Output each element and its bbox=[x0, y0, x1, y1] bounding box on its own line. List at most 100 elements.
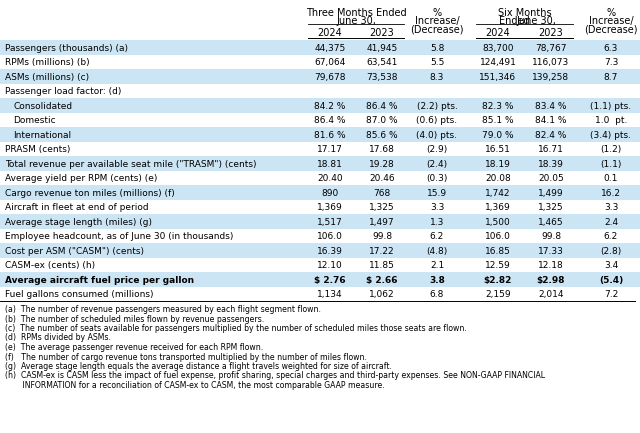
Text: 1,325: 1,325 bbox=[369, 204, 395, 213]
Text: 6.3: 6.3 bbox=[604, 44, 618, 53]
Text: Aircraft in fleet at end of period: Aircraft in fleet at end of period bbox=[5, 204, 148, 213]
Text: 5.5: 5.5 bbox=[430, 58, 444, 68]
Text: 2023: 2023 bbox=[539, 28, 563, 38]
Text: (a)  The number of revenue passengers measured by each flight segment flown.: (a) The number of revenue passengers mea… bbox=[5, 305, 321, 314]
Text: (4.8): (4.8) bbox=[426, 247, 447, 256]
Text: 139,258: 139,258 bbox=[532, 73, 570, 82]
Text: 73,538: 73,538 bbox=[366, 73, 397, 82]
Text: June 30,: June 30, bbox=[336, 16, 376, 26]
Text: 1,465: 1,465 bbox=[538, 218, 564, 227]
Text: Employee headcount, as of June 30 (in thousands): Employee headcount, as of June 30 (in th… bbox=[5, 233, 234, 242]
Text: 116,073: 116,073 bbox=[532, 58, 570, 68]
Text: 2,014: 2,014 bbox=[538, 291, 564, 299]
Text: 1,062: 1,062 bbox=[369, 291, 395, 299]
Text: 3.3: 3.3 bbox=[430, 204, 444, 213]
Text: CASM-ex (cents) (h): CASM-ex (cents) (h) bbox=[5, 262, 95, 271]
Text: ASMs (millions) (c): ASMs (millions) (c) bbox=[5, 73, 89, 82]
Text: (2.2) pts.: (2.2) pts. bbox=[417, 102, 458, 111]
Text: Cargo revenue ton miles (millions) (f): Cargo revenue ton miles (millions) (f) bbox=[5, 189, 175, 198]
Text: 18.39: 18.39 bbox=[538, 160, 564, 169]
Text: 20.46: 20.46 bbox=[369, 174, 395, 184]
Text: 16.2: 16.2 bbox=[601, 189, 621, 198]
Text: 41,945: 41,945 bbox=[366, 44, 397, 53]
Text: 1.3: 1.3 bbox=[430, 218, 444, 227]
Text: 3.3: 3.3 bbox=[604, 204, 618, 213]
Text: 2.4: 2.4 bbox=[604, 218, 618, 227]
Text: International: International bbox=[13, 131, 71, 140]
Text: Domestic: Domestic bbox=[13, 116, 56, 126]
Text: (g)  Average stage length equals the average distance a flight travels weighted : (g) Average stage length equals the aver… bbox=[5, 362, 392, 371]
Text: (Decrease): (Decrease) bbox=[410, 24, 464, 34]
Text: 11.85: 11.85 bbox=[369, 262, 395, 271]
Text: 87.0 %: 87.0 % bbox=[366, 116, 398, 126]
Text: (4.0) pts.: (4.0) pts. bbox=[417, 131, 458, 140]
Text: 2,159: 2,159 bbox=[485, 291, 511, 299]
Text: Increase/: Increase/ bbox=[589, 16, 634, 26]
Text: Passengers (thousands) (a): Passengers (thousands) (a) bbox=[5, 44, 128, 53]
Text: 12.18: 12.18 bbox=[538, 262, 564, 271]
Text: (Decrease): (Decrease) bbox=[584, 24, 637, 34]
Bar bbox=[0, 214, 640, 229]
Text: 63,541: 63,541 bbox=[366, 58, 397, 68]
Bar bbox=[0, 156, 640, 171]
Text: 6.2: 6.2 bbox=[604, 233, 618, 242]
Text: (1.1): (1.1) bbox=[600, 160, 621, 169]
Text: Consolidated: Consolidated bbox=[13, 102, 72, 111]
Text: 17.33: 17.33 bbox=[538, 247, 564, 256]
Text: 67,064: 67,064 bbox=[314, 58, 346, 68]
Text: 1,500: 1,500 bbox=[485, 218, 511, 227]
Text: $2.98: $2.98 bbox=[537, 276, 565, 285]
Text: 85.6 %: 85.6 % bbox=[366, 131, 398, 140]
Text: (f)   The number of cargo revenue tons transported multiplied by the number of m: (f) The number of cargo revenue tons tra… bbox=[5, 352, 367, 362]
Text: INFORMATION for a reconciliation of CASM-ex to CASM, the most comparable GAAP me: INFORMATION for a reconciliation of CASM… bbox=[5, 381, 385, 390]
Text: (c)  The number of seats available for passengers multiplied by the number of sc: (c) The number of seats available for pa… bbox=[5, 324, 467, 333]
Text: 7.3: 7.3 bbox=[604, 58, 618, 68]
Text: 1,497: 1,497 bbox=[369, 218, 395, 227]
Text: 79,678: 79,678 bbox=[314, 73, 346, 82]
Text: Average yield per RPM (cents) (e): Average yield per RPM (cents) (e) bbox=[5, 174, 157, 184]
Text: 1,134: 1,134 bbox=[317, 291, 343, 299]
Text: 124,491: 124,491 bbox=[479, 58, 516, 68]
Text: 15.9: 15.9 bbox=[427, 189, 447, 198]
Text: %: % bbox=[433, 8, 442, 18]
Text: 1,369: 1,369 bbox=[485, 204, 511, 213]
Bar bbox=[0, 127, 640, 142]
Text: 2023: 2023 bbox=[370, 28, 394, 38]
Text: (5.4): (5.4) bbox=[599, 276, 623, 285]
Text: $ 2.66: $ 2.66 bbox=[366, 276, 397, 285]
Text: 12.59: 12.59 bbox=[485, 262, 511, 271]
Text: 20.08: 20.08 bbox=[485, 174, 511, 184]
Text: 106.0: 106.0 bbox=[485, 233, 511, 242]
Text: (h)  CASM-ex is CASM less the impact of fuel expense, profit sharing, special ch: (h) CASM-ex is CASM less the impact of f… bbox=[5, 372, 545, 381]
Text: June 30,: June 30, bbox=[516, 16, 556, 26]
Text: Ended: Ended bbox=[499, 16, 530, 26]
Text: 768: 768 bbox=[373, 189, 390, 198]
Text: 151,346: 151,346 bbox=[479, 73, 516, 82]
Text: (d)  RPMs divided by ASMs.: (d) RPMs divided by ASMs. bbox=[5, 333, 111, 343]
Text: Cost per ASM ("CASM") (cents): Cost per ASM ("CASM") (cents) bbox=[5, 247, 144, 256]
Text: $ 2.76: $ 2.76 bbox=[314, 276, 346, 285]
Text: 106.0: 106.0 bbox=[317, 233, 343, 242]
Text: (3.4) pts.: (3.4) pts. bbox=[591, 131, 632, 140]
Text: 12.10: 12.10 bbox=[317, 262, 343, 271]
Text: 1,369: 1,369 bbox=[317, 204, 343, 213]
Text: Increase/: Increase/ bbox=[415, 16, 460, 26]
Text: 83,700: 83,700 bbox=[483, 44, 514, 53]
Text: 2024: 2024 bbox=[486, 28, 510, 38]
Bar bbox=[0, 69, 640, 84]
Text: 2024: 2024 bbox=[317, 28, 342, 38]
Bar bbox=[0, 272, 640, 287]
Text: 84.1 %: 84.1 % bbox=[535, 116, 567, 126]
Text: 81.6 %: 81.6 % bbox=[314, 131, 346, 140]
Text: 1,742: 1,742 bbox=[485, 189, 511, 198]
Text: 19.28: 19.28 bbox=[369, 160, 395, 169]
Text: 3.8: 3.8 bbox=[429, 276, 445, 285]
Text: 7.2: 7.2 bbox=[604, 291, 618, 299]
Text: 86.4 %: 86.4 % bbox=[314, 116, 346, 126]
Text: 6.8: 6.8 bbox=[430, 291, 444, 299]
Text: 6.2: 6.2 bbox=[430, 233, 444, 242]
Text: 78,767: 78,767 bbox=[535, 44, 567, 53]
Text: Average stage length (miles) (g): Average stage length (miles) (g) bbox=[5, 218, 152, 227]
Text: (2.4): (2.4) bbox=[426, 160, 447, 169]
Text: 0.1: 0.1 bbox=[604, 174, 618, 184]
